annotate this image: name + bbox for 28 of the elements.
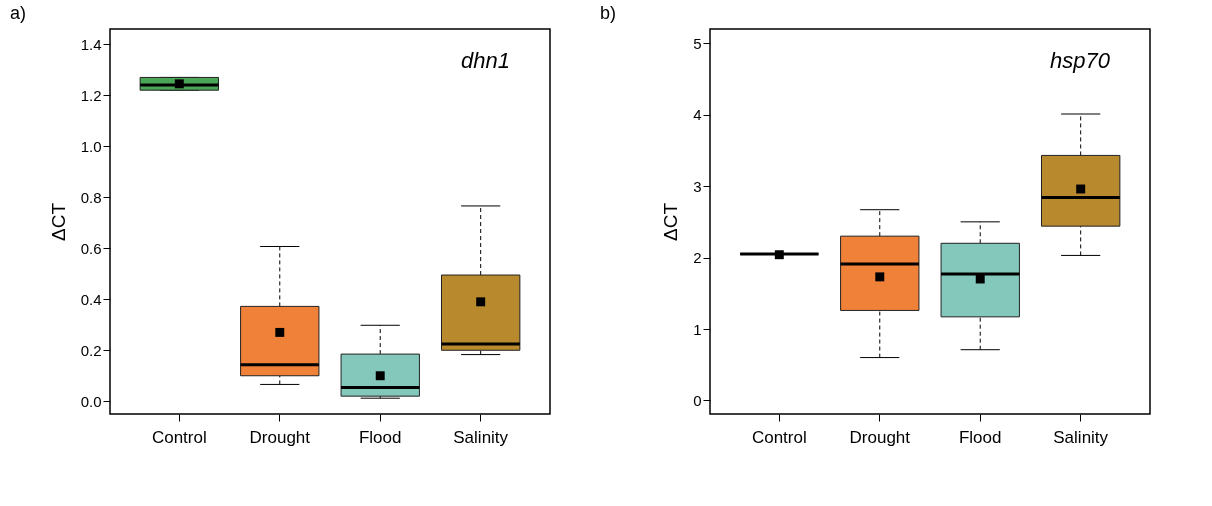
y-tick-label: 1.2 (80, 86, 102, 104)
chart-title: b) (600, 3, 617, 23)
y-tick-label: 0.0 (80, 392, 102, 410)
x-tick-label: Control (151, 427, 207, 447)
y-tick-label: 0.8 (80, 188, 102, 206)
y-tick-label: 1.0 (80, 137, 102, 155)
annotation: dhn1 (461, 48, 510, 73)
y-axis-title: ΔCT (47, 202, 69, 242)
y-tick-label: 0.2 (80, 341, 102, 359)
y-tick-label: 0.6 (80, 239, 102, 257)
y-tick-label: 1.4 (80, 35, 102, 53)
x-tick-label: Drought (249, 427, 311, 447)
y-tick-label: 0 (693, 391, 702, 409)
y-tick-label: 3 (693, 177, 702, 195)
x-tick-label: Drought (849, 427, 911, 447)
y-tick-label: 0.4 (80, 290, 102, 308)
x-tick-label: Flood (958, 427, 1002, 447)
y-axis-title: ΔCT (660, 202, 682, 242)
x-tick-label: Flood (358, 427, 402, 447)
x-tick-label: Control (751, 427, 807, 447)
annotation: hsp70 (1050, 48, 1111, 73)
chart-title: a) (10, 3, 27, 23)
y-tick-label: 5 (693, 34, 702, 52)
y-tick-label: 4 (693, 106, 702, 124)
x-tick-label: Salinity (1053, 427, 1109, 447)
y-tick-label: 1 (693, 320, 702, 338)
x-tick-label: Salinity (453, 427, 509, 447)
y-tick-label: 2 (693, 249, 702, 267)
